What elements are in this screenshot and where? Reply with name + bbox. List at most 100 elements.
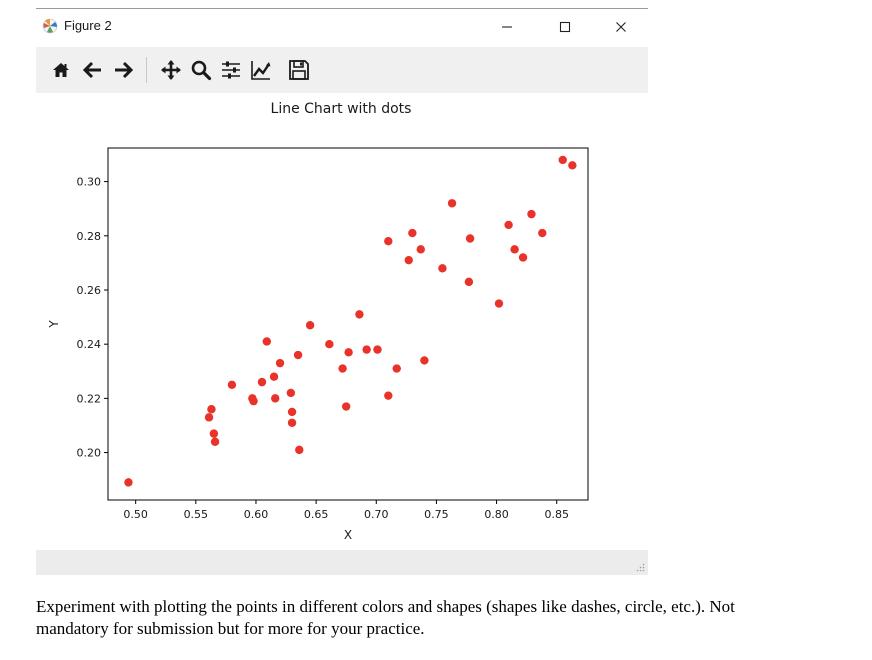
figure-canvas[interactable]: Line Chart with dots 0.50 0.55 0.60 0.65 0.7… [36, 93, 648, 550]
data-point [568, 161, 577, 170]
data-point [384, 391, 393, 400]
data-point [438, 264, 447, 273]
save-icon [289, 60, 309, 80]
instruction-line-2: mandatory for submission but for more fo… [36, 619, 425, 638]
forward-arrow-icon [115, 61, 133, 79]
y-tick-label: 0.22 [77, 392, 102, 405]
data-point [295, 445, 304, 455]
data-point [408, 228, 417, 238]
navigation-toolbar [36, 47, 648, 93]
data-point [558, 155, 567, 165]
data-point [341, 402, 351, 411]
x-tick-label: 0.50 [123, 508, 148, 521]
forward-button[interactable] [112, 59, 134, 81]
data-point [287, 407, 297, 417]
data-point [287, 418, 297, 427]
x-tick-label: 0.70 [364, 508, 389, 521]
edit-axes-button[interactable] [250, 59, 272, 81]
pan-button[interactable] [160, 59, 182, 81]
x-tick-label: 0.60 [244, 508, 268, 521]
axes-frame [107, 147, 589, 501]
back-arrow-icon [83, 61, 101, 79]
data-point [338, 364, 347, 373]
home-button[interactable] [50, 59, 72, 81]
data-point [286, 388, 296, 398]
y-axis-label: Y [47, 320, 61, 329]
data-point [124, 478, 133, 487]
minimize-icon [502, 26, 512, 28]
x-tick-label: 0.85 [544, 508, 569, 521]
back-button[interactable] [82, 59, 104, 81]
x-axis-ticks: 0.50 0.55 0.60 0.65 0.70 0.75 0.80 0.85 [123, 500, 569, 521]
figure-window: Figure 2 [36, 8, 648, 575]
data-point [209, 429, 219, 438]
data-point [510, 245, 519, 254]
data-point [494, 299, 504, 308]
data-point [538, 228, 547, 238]
data-point [527, 209, 536, 219]
data-point [204, 413, 214, 422]
data-point [262, 337, 271, 346]
chart-title: Line Chart with dots [271, 101, 412, 117]
window-title: Figure 2 [64, 18, 112, 33]
save-button[interactable] [288, 59, 310, 81]
data-point [518, 253, 528, 262]
data-point [464, 277, 474, 287]
data-point [227, 380, 237, 390]
data-point [293, 350, 303, 360]
status-bar [36, 550, 648, 575]
y-tick-label: 0.26 [77, 284, 102, 297]
scatter-chart: Line Chart with dots 0.50 0.55 0.60 0.65 0.7… [47, 101, 589, 542]
title-bar: Figure 2 [36, 9, 648, 45]
data-point [275, 358, 285, 368]
x-axis-label: X [344, 528, 352, 542]
data-point [305, 321, 315, 330]
home-icon [53, 63, 69, 77]
data-point [362, 345, 371, 354]
data-point [355, 310, 364, 319]
y-axis-ticks: 0.20 0.22 0.24 0.26 0.28 0.30 [77, 176, 108, 460]
x-tick-label: 0.55 [184, 508, 209, 521]
data-point [392, 364, 401, 373]
edit-axes-icon [251, 61, 271, 80]
x-tick-label: 0.65 [304, 508, 329, 521]
x-tick-label: 0.80 [484, 508, 509, 521]
maximize-icon [559, 21, 571, 33]
data-point [210, 437, 220, 446]
zoom-button[interactable] [190, 59, 212, 81]
data-point [504, 220, 513, 230]
y-tick-label: 0.30 [77, 176, 102, 189]
zoom-icon [191, 60, 212, 81]
data-point [257, 377, 267, 387]
data-point [420, 356, 429, 365]
data-point [269, 372, 279, 381]
subplots-icon [222, 61, 240, 79]
plot-points [124, 155, 577, 487]
close-icon [616, 22, 626, 32]
minimize-button[interactable] [484, 13, 530, 41]
data-point [384, 237, 393, 246]
close-button[interactable] [598, 13, 644, 41]
resize-grip-icon[interactable] [635, 562, 645, 572]
y-tick-label: 0.20 [77, 447, 102, 460]
maximize-button[interactable] [542, 13, 588, 41]
instruction-text: Experiment with plotting the points in d… [36, 596, 836, 640]
y-tick-label: 0.28 [77, 230, 102, 243]
data-point [207, 405, 216, 414]
data-point [325, 339, 334, 349]
data-point [271, 394, 280, 403]
data-point [447, 199, 457, 208]
pan-icon [161, 60, 181, 80]
data-point [249, 396, 258, 406]
data-point [344, 348, 353, 357]
data-point [404, 255, 413, 265]
matplotlib-logo-icon [42, 18, 58, 34]
data-point [416, 245, 425, 254]
data-point [465, 234, 475, 243]
y-tick-label: 0.24 [77, 338, 102, 351]
subplots-button[interactable] [220, 59, 242, 81]
instruction-line-1: Experiment with plotting the points in d… [36, 597, 735, 616]
x-tick-label: 0.75 [424, 508, 449, 521]
toolbar-separator [146, 57, 147, 83]
data-point [373, 345, 382, 354]
